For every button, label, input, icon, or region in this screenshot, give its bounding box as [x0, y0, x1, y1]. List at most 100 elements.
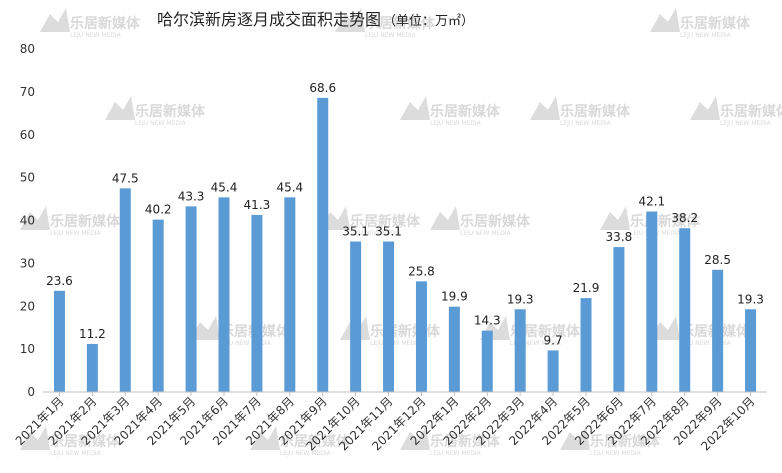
watermark-logo-icon	[335, 8, 365, 32]
watermark-text: 乐居新媒体	[365, 15, 436, 32]
watermark-subtext: LEJU NEW MEDIA	[510, 340, 562, 347]
watermark-logo-icon	[250, 426, 280, 450]
bar	[152, 219, 164, 392]
bar	[251, 214, 263, 392]
bar-series	[53, 97, 757, 392]
bar	[383, 241, 395, 392]
bar	[284, 197, 296, 392]
watermark-text: 乐居新媒体	[70, 15, 141, 32]
bar	[481, 330, 493, 392]
watermark-text: 乐居新媒体	[560, 103, 631, 120]
data-label: 41.3	[244, 198, 271, 212]
y-tick-label: 20	[20, 299, 35, 313]
data-label: 19.3	[737, 292, 764, 306]
bar	[86, 343, 98, 392]
bar	[317, 97, 329, 392]
bar	[350, 241, 362, 392]
watermark-logo-icon	[40, 8, 70, 32]
chart-title: 哈尔滨新房逐月成交面积走势图	[157, 10, 381, 29]
watermark-subtext: LEJU NEW MEDIA	[430, 450, 482, 457]
y-tick-label: 50	[20, 171, 35, 185]
watermark-logo-icon	[190, 316, 220, 340]
watermark-subtext: LEJU NEW MEDIA	[365, 32, 417, 39]
data-label: 14.3	[474, 314, 501, 328]
watermark-text: 乐居新媒体	[590, 433, 661, 450]
data-labels: 23.6 11.2 47.5 40.2 43.3 45.4 41.3 45.4 68.6 35.1…	[46, 81, 764, 348]
watermark-subtext: LEJU NEW MEDIA	[590, 450, 642, 457]
bar	[679, 228, 691, 392]
watermark-text: 乐居新媒体	[430, 433, 501, 450]
watermark-text: 乐居新媒体	[430, 103, 501, 120]
bar	[745, 309, 757, 392]
watermark-subtext: LEJU NEW MEDIA	[220, 340, 272, 347]
watermark-logo-icon	[560, 426, 590, 450]
bar	[185, 206, 197, 392]
watermark-subtext: LEJU NEW MEDIA	[280, 450, 332, 457]
y-tick-label: 30	[20, 256, 35, 270]
watermark-text: 乐居新媒体	[280, 433, 351, 450]
watermark-logo-icon	[600, 206, 630, 230]
watermark-subtext: LEJU NEW MEDIA	[135, 120, 187, 127]
watermark-subtext: LEJU NEW MEDIA	[50, 230, 102, 237]
data-label: 25.8	[408, 264, 435, 278]
watermark-text: 乐居新媒体	[510, 323, 581, 340]
watermark-subtext: LEJU NEW MEDIA	[680, 340, 732, 347]
bar	[514, 309, 526, 392]
data-label: 45.4	[211, 180, 238, 194]
data-label: 11.2	[79, 327, 106, 341]
data-label: 35.1	[375, 225, 402, 239]
watermark-subtext: LEJU NEW MEDIA	[430, 120, 482, 127]
y-tick-label: 60	[20, 128, 35, 142]
watermark-text: 乐居新媒体	[680, 15, 751, 32]
watermark-subtext: LEJU NEW MEDIA	[460, 230, 512, 237]
watermark-logo-icon	[430, 206, 460, 230]
watermark-subtext: LEJU NEW MEDIA	[720, 120, 772, 127]
watermark-text: 乐居新媒体	[350, 213, 421, 230]
watermark-subtext: LEJU NEW MEDIA	[680, 32, 732, 39]
watermark-text: 乐居新媒体	[50, 213, 121, 230]
watermark-text: 乐居新媒体	[135, 103, 206, 120]
bar	[613, 247, 625, 392]
chart-unit: （单位：万㎡）	[383, 14, 474, 29]
data-label: 9.7	[544, 333, 563, 347]
bar	[53, 290, 65, 392]
bar	[547, 350, 559, 392]
watermark-logo-icon	[690, 96, 720, 120]
y-tick-label: 40	[20, 214, 35, 228]
y-tick-label: 10	[20, 342, 35, 356]
watermark-logo-icon	[650, 8, 680, 32]
watermark-logo-icon	[650, 316, 680, 340]
y-tick-label: 80	[20, 42, 35, 56]
watermark-subtext: LEJU NEW MEDIA	[50, 450, 102, 457]
y-tick-label: 0	[27, 385, 35, 399]
bar	[119, 188, 131, 392]
bar	[448, 306, 460, 392]
x-axis: 2021年1月2021年2月2021年3月2021年4月2021年5月2021年…	[13, 392, 758, 453]
watermark-text: 乐居新媒体	[370, 323, 441, 340]
bar	[646, 211, 658, 392]
watermark-logo-icon	[20, 206, 50, 230]
data-label: 40.2	[145, 203, 172, 217]
watermark-text: 乐居新媒体	[460, 213, 531, 230]
watermark-subtext: LEJU NEW MEDIA	[370, 340, 422, 347]
data-label: 68.6	[309, 81, 336, 95]
data-label: 38.2	[671, 211, 698, 225]
data-label: 42.1	[638, 194, 665, 208]
watermark-subtext: LEJU NEW MEDIA	[70, 32, 122, 39]
bar	[712, 269, 724, 392]
y-tick-label: 70	[20, 85, 35, 99]
